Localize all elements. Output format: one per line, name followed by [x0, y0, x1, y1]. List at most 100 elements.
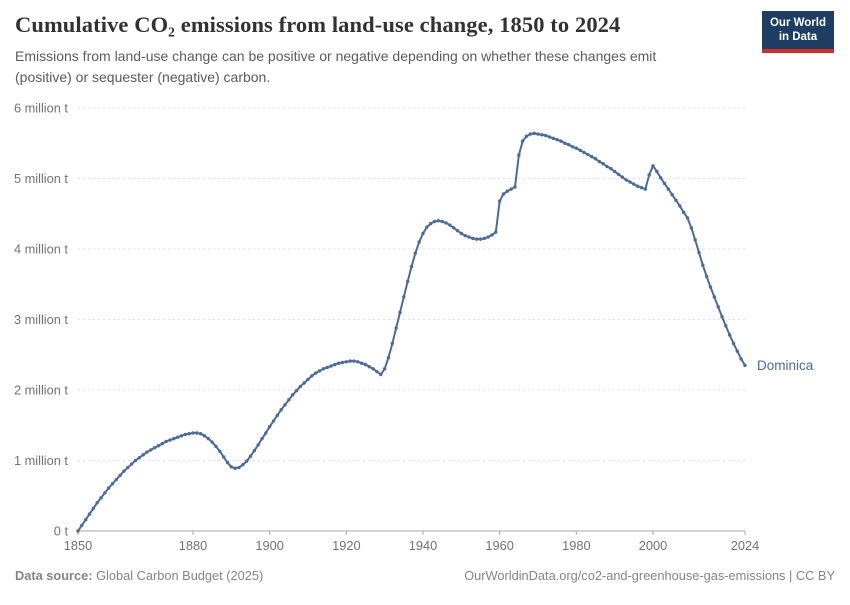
- data-point[interactable]: [267, 424, 272, 429]
- data-point[interactable]: [628, 180, 632, 184]
- data-point[interactable]: [513, 185, 517, 189]
- data-point[interactable]: [244, 459, 249, 463]
- data-point[interactable]: [371, 367, 375, 371]
- data-point[interactable]: [724, 324, 728, 328]
- data-point[interactable]: [563, 141, 567, 145]
- data-point[interactable]: [482, 236, 487, 241]
- data-point[interactable]: [693, 238, 697, 242]
- data-point[interactable]: [175, 435, 180, 439]
- data-point[interactable]: [421, 231, 425, 236]
- data-point[interactable]: [103, 491, 107, 495]
- data-point[interactable]: [455, 228, 460, 233]
- data-point[interactable]: [225, 460, 230, 465]
- data-point[interactable]: [624, 178, 628, 182]
- data-point[interactable]: [156, 443, 161, 448]
- data-point[interactable]: [743, 363, 747, 368]
- data-point[interactable]: [413, 251, 418, 255]
- data-point[interactable]: [233, 466, 237, 470]
- data-point[interactable]: [271, 419, 276, 423]
- data-point[interactable]: [87, 512, 92, 516]
- data-point[interactable]: [593, 157, 598, 161]
- data-point[interactable]: [241, 463, 245, 467]
- data-point[interactable]: [398, 310, 402, 315]
- data-point[interactable]: [605, 164, 609, 169]
- data-point[interactable]: [459, 231, 464, 236]
- data-point[interactable]: [202, 434, 207, 438]
- data-point[interactable]: [635, 184, 640, 188]
- data-point[interactable]: [325, 365, 329, 370]
- data-point[interactable]: [114, 477, 119, 482]
- data-point[interactable]: [405, 279, 410, 284]
- data-point[interactable]: [83, 518, 88, 522]
- data-point[interactable]: [252, 448, 257, 453]
- data-point[interactable]: [720, 314, 724, 319]
- data-point[interactable]: [379, 372, 383, 377]
- data-point[interactable]: [497, 199, 502, 203]
- data-point[interactable]: [160, 441, 165, 446]
- data-point[interactable]: [91, 506, 96, 511]
- data-point[interactable]: [187, 432, 191, 436]
- data-point[interactable]: [620, 175, 625, 179]
- data-point[interactable]: [463, 233, 467, 238]
- data-point[interactable]: [210, 440, 214, 444]
- data-point[interactable]: [260, 436, 264, 441]
- data-point[interactable]: [352, 359, 356, 363]
- data-point[interactable]: [731, 341, 736, 346]
- data-point[interactable]: [99, 496, 103, 500]
- data-point[interactable]: [708, 285, 713, 289]
- data-point[interactable]: [229, 465, 234, 469]
- data-point[interactable]: [670, 193, 674, 197]
- data-point[interactable]: [214, 444, 218, 449]
- data-point[interactable]: [76, 529, 80, 533]
- data-point[interactable]: [149, 448, 153, 452]
- data-point[interactable]: [129, 462, 134, 466]
- data-point[interactable]: [524, 134, 529, 138]
- data-point[interactable]: [145, 450, 149, 454]
- data-point[interactable]: [501, 192, 506, 196]
- data-point[interactable]: [704, 274, 709, 279]
- data-point[interactable]: [386, 355, 391, 360]
- data-point[interactable]: [566, 142, 571, 147]
- series-label-dominica[interactable]: Dominica: [757, 358, 814, 373]
- data-point[interactable]: [432, 219, 437, 224]
- data-point[interactable]: [310, 374, 314, 378]
- data-point[interactable]: [727, 333, 732, 337]
- data-point[interactable]: [505, 189, 510, 193]
- data-point[interactable]: [589, 154, 594, 159]
- data-point[interactable]: [701, 263, 705, 267]
- data-point[interactable]: [359, 361, 364, 365]
- data-point[interactable]: [735, 349, 740, 353]
- data-point[interactable]: [363, 362, 368, 367]
- data-point[interactable]: [287, 398, 291, 402]
- data-point[interactable]: [658, 176, 663, 180]
- data-point[interactable]: [298, 384, 303, 389]
- data-point[interactable]: [141, 453, 145, 457]
- data-point[interactable]: [666, 187, 671, 191]
- data-point[interactable]: [183, 432, 188, 437]
- data-point[interactable]: [474, 237, 479, 241]
- data-point[interactable]: [390, 341, 395, 346]
- data-point[interactable]: [739, 357, 743, 361]
- data-point[interactable]: [118, 473, 122, 478]
- data-point[interactable]: [191, 431, 195, 435]
- data-point[interactable]: [133, 458, 138, 463]
- data-point[interactable]: [536, 132, 540, 136]
- data-point[interactable]: [329, 364, 333, 368]
- data-point[interactable]: [555, 138, 559, 142]
- data-point[interactable]: [375, 369, 379, 374]
- data-point[interactable]: [436, 219, 441, 223]
- data-point[interactable]: [586, 152, 590, 157]
- data-point[interactable]: [632, 182, 636, 186]
- data-point[interactable]: [256, 443, 260, 447]
- data-point[interactable]: [578, 148, 582, 152]
- data-point[interactable]: [647, 173, 651, 177]
- data-point[interactable]: [394, 326, 398, 330]
- data-point[interactable]: [517, 153, 521, 157]
- data-point[interactable]: [609, 166, 613, 171]
- data-point[interactable]: [237, 465, 241, 470]
- data-point[interactable]: [543, 133, 548, 138]
- data-point[interactable]: [340, 360, 345, 365]
- data-point[interactable]: [356, 360, 360, 364]
- data-point[interactable]: [697, 250, 701, 255]
